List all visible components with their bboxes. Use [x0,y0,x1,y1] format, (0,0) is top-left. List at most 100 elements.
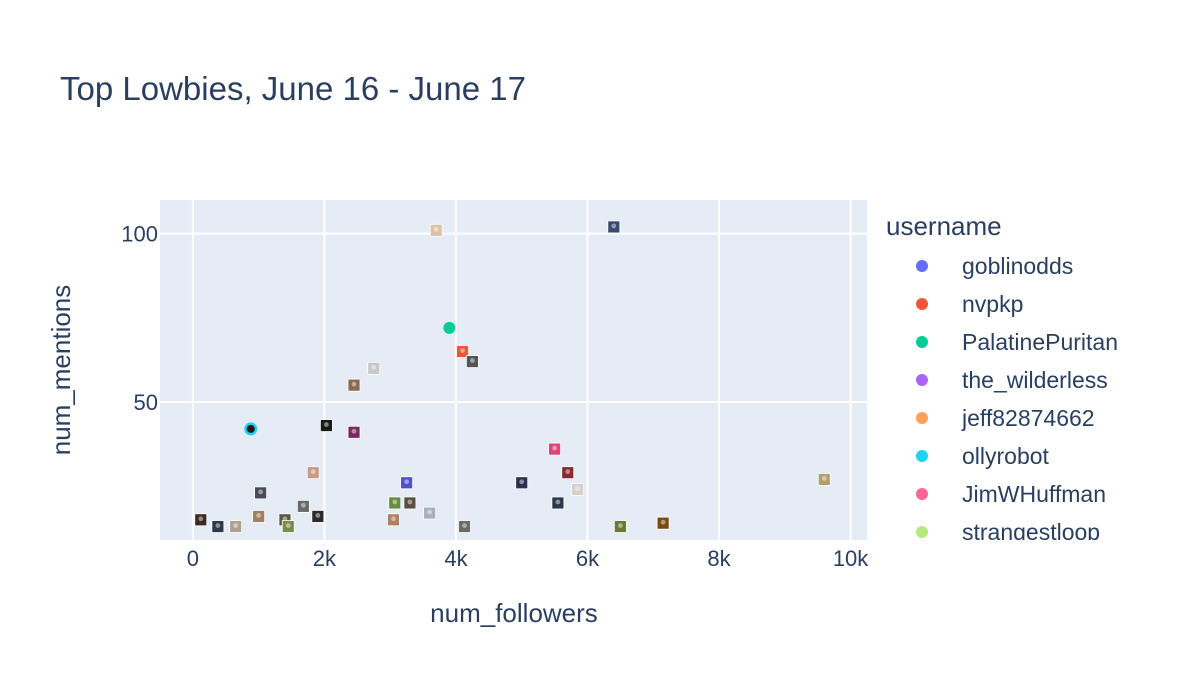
data-point[interactable] [613,520,627,533]
data-point[interactable] [656,516,670,530]
avatar-detail [617,523,623,528]
avatar-detail [315,513,321,518]
data-point-marker [443,321,456,334]
avatar-thumbnail [194,513,208,527]
data-point[interactable] [311,510,325,523]
data-point[interactable] [367,361,381,375]
avatar-thumbnail [281,520,295,533]
data-point[interactable] [429,223,443,237]
data-point[interactable] [515,476,529,490]
data-point[interactable] [244,422,258,436]
data-point[interactable] [423,506,437,520]
legend-item[interactable]: the_wilderless [916,367,1108,393]
legend-item[interactable]: strangestloop [916,519,1100,545]
avatar-thumbnail [458,520,471,533]
data-point[interactable] [347,425,361,439]
data-point[interactable] [465,355,479,368]
data-point[interactable] [458,520,471,533]
x-tick-label: 4k [444,546,468,571]
legend-item[interactable]: jeff82874662 [916,405,1095,431]
legend[interactable]: username goblinodds nvpkp PalatinePuritan t… [886,211,1118,545]
avatar-thumbnail [211,520,225,533]
avatar-thumbnail [306,466,320,480]
legend-item[interactable]: PalatinePuritan [916,329,1118,355]
legend-marker [916,412,928,424]
avatar-thumbnail [319,419,333,432]
avatar-thumbnail [561,466,575,480]
avatar-thumbnail [571,483,585,496]
data-point[interactable] [548,442,562,456]
legend-item[interactable]: nvpkp [916,291,1023,317]
data-point[interactable] [347,378,361,392]
legend-marker [916,450,928,462]
data-point[interactable] [229,520,243,533]
avatar-thumbnail [296,499,310,513]
data-point[interactable] [296,499,310,513]
avatar-detail [565,469,571,475]
avatar-detail [310,469,316,475]
avatar-thumbnail [429,223,443,237]
legend-label: strangestloop [962,519,1100,545]
legend-label: PalatinePuritan [962,329,1118,355]
avatar-detail [821,476,827,481]
data-point[interactable] [456,345,469,358]
avatar-detail [407,499,413,505]
data-point[interactable] [388,496,402,510]
avatar-detail [323,422,329,427]
avatar-thumbnail [254,486,268,500]
avatar-thumbnail [817,473,831,486]
legend-item[interactable]: JimWHuffman [916,481,1106,507]
data-point[interactable] [319,419,333,432]
data-point[interactable] [387,513,400,527]
legend-item[interactable]: ollyrobot [916,443,1050,469]
avatar-detail [460,348,465,353]
avatar-detail [555,499,561,505]
y-tick-labels: 50 100 [121,222,158,415]
data-point[interactable] [194,513,208,527]
avatar-thumbnail [548,442,562,456]
avatar-thumbnail [400,476,414,490]
avatar-detail [285,523,291,528]
avatar-thumbnail [613,520,627,533]
avatar-detail [392,499,398,505]
data-point[interactable] [571,483,585,496]
data-point[interactable] [306,466,320,480]
avatar-detail [519,479,525,485]
data-point[interactable] [561,466,575,480]
data-point[interactable] [211,520,225,533]
avatar-thumbnail [388,496,402,510]
avatar-thumbnail [311,510,325,523]
x-tick-label: 0 [187,546,199,571]
data-point[interactable] [400,476,414,490]
data-point[interactable] [443,321,456,334]
legend-title: username [886,211,1002,241]
avatar-detail [391,516,396,522]
avatar-detail [433,226,439,232]
legend-label: the_wilderless [962,367,1108,393]
y-tick-label: 100 [121,222,158,247]
legend-marker [916,298,928,310]
avatar-detail [215,523,221,528]
avatar-detail [611,223,617,229]
data-point[interactable] [254,486,268,500]
avatar-detail [351,381,357,387]
data-point[interactable] [403,496,417,510]
data-point[interactable] [252,510,266,523]
data-point[interactable] [281,520,295,533]
legend-marker [916,336,928,348]
data-point[interactable] [817,473,831,486]
data-point[interactable] [551,496,565,510]
avatar-thumbnail [387,513,400,527]
avatar-detail [575,486,581,491]
legend-item[interactable]: goblinodds [916,253,1073,279]
legend-marker [916,526,928,538]
data-point[interactable] [607,220,621,234]
avatar-detail [351,428,357,434]
avatar-detail [258,489,264,495]
legend-marker [916,488,928,500]
avatar-thumbnail [229,520,243,533]
avatar-thumbnail [465,355,479,368]
data-points [194,220,831,533]
x-tick-label: 2k [313,546,337,571]
